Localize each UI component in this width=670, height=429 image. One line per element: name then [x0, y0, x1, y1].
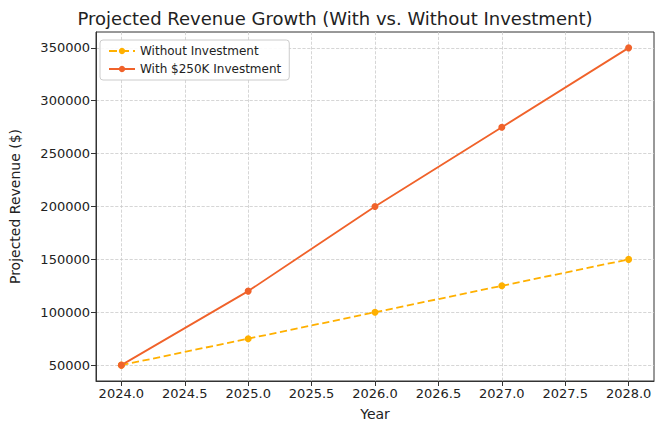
svg-text:2024.5: 2024.5: [162, 386, 208, 401]
svg-text:2024.0: 2024.0: [99, 386, 145, 401]
svg-text:350000: 350000: [40, 40, 90, 55]
svg-text:100000: 100000: [40, 305, 90, 320]
svg-text:2026.5: 2026.5: [416, 386, 462, 401]
svg-text:2026.0: 2026.0: [352, 386, 398, 401]
svg-text:2027.5: 2027.5: [542, 386, 588, 401]
svg-text:2025.0: 2025.0: [225, 386, 271, 401]
svg-text:50000: 50000: [49, 358, 90, 373]
svg-text:2027.0: 2027.0: [479, 386, 525, 401]
svg-text:2025.5: 2025.5: [289, 386, 335, 401]
svg-text:With $250K Investment: With $250K Investment: [140, 62, 282, 76]
svg-text:300000: 300000: [40, 93, 90, 108]
svg-text:Projected Revenue ($): Projected Revenue ($): [7, 129, 23, 284]
svg-text:Without Investment: Without Investment: [140, 44, 259, 58]
svg-text:Year: Year: [359, 406, 390, 422]
svg-text:200000: 200000: [40, 199, 90, 214]
svg-text:Projected Revenue Growth (With: Projected Revenue Growth (With vs. Witho…: [78, 8, 593, 29]
svg-text:2028.0: 2028.0: [606, 386, 652, 401]
svg-text:250000: 250000: [40, 146, 90, 161]
svg-text:150000: 150000: [40, 252, 90, 267]
